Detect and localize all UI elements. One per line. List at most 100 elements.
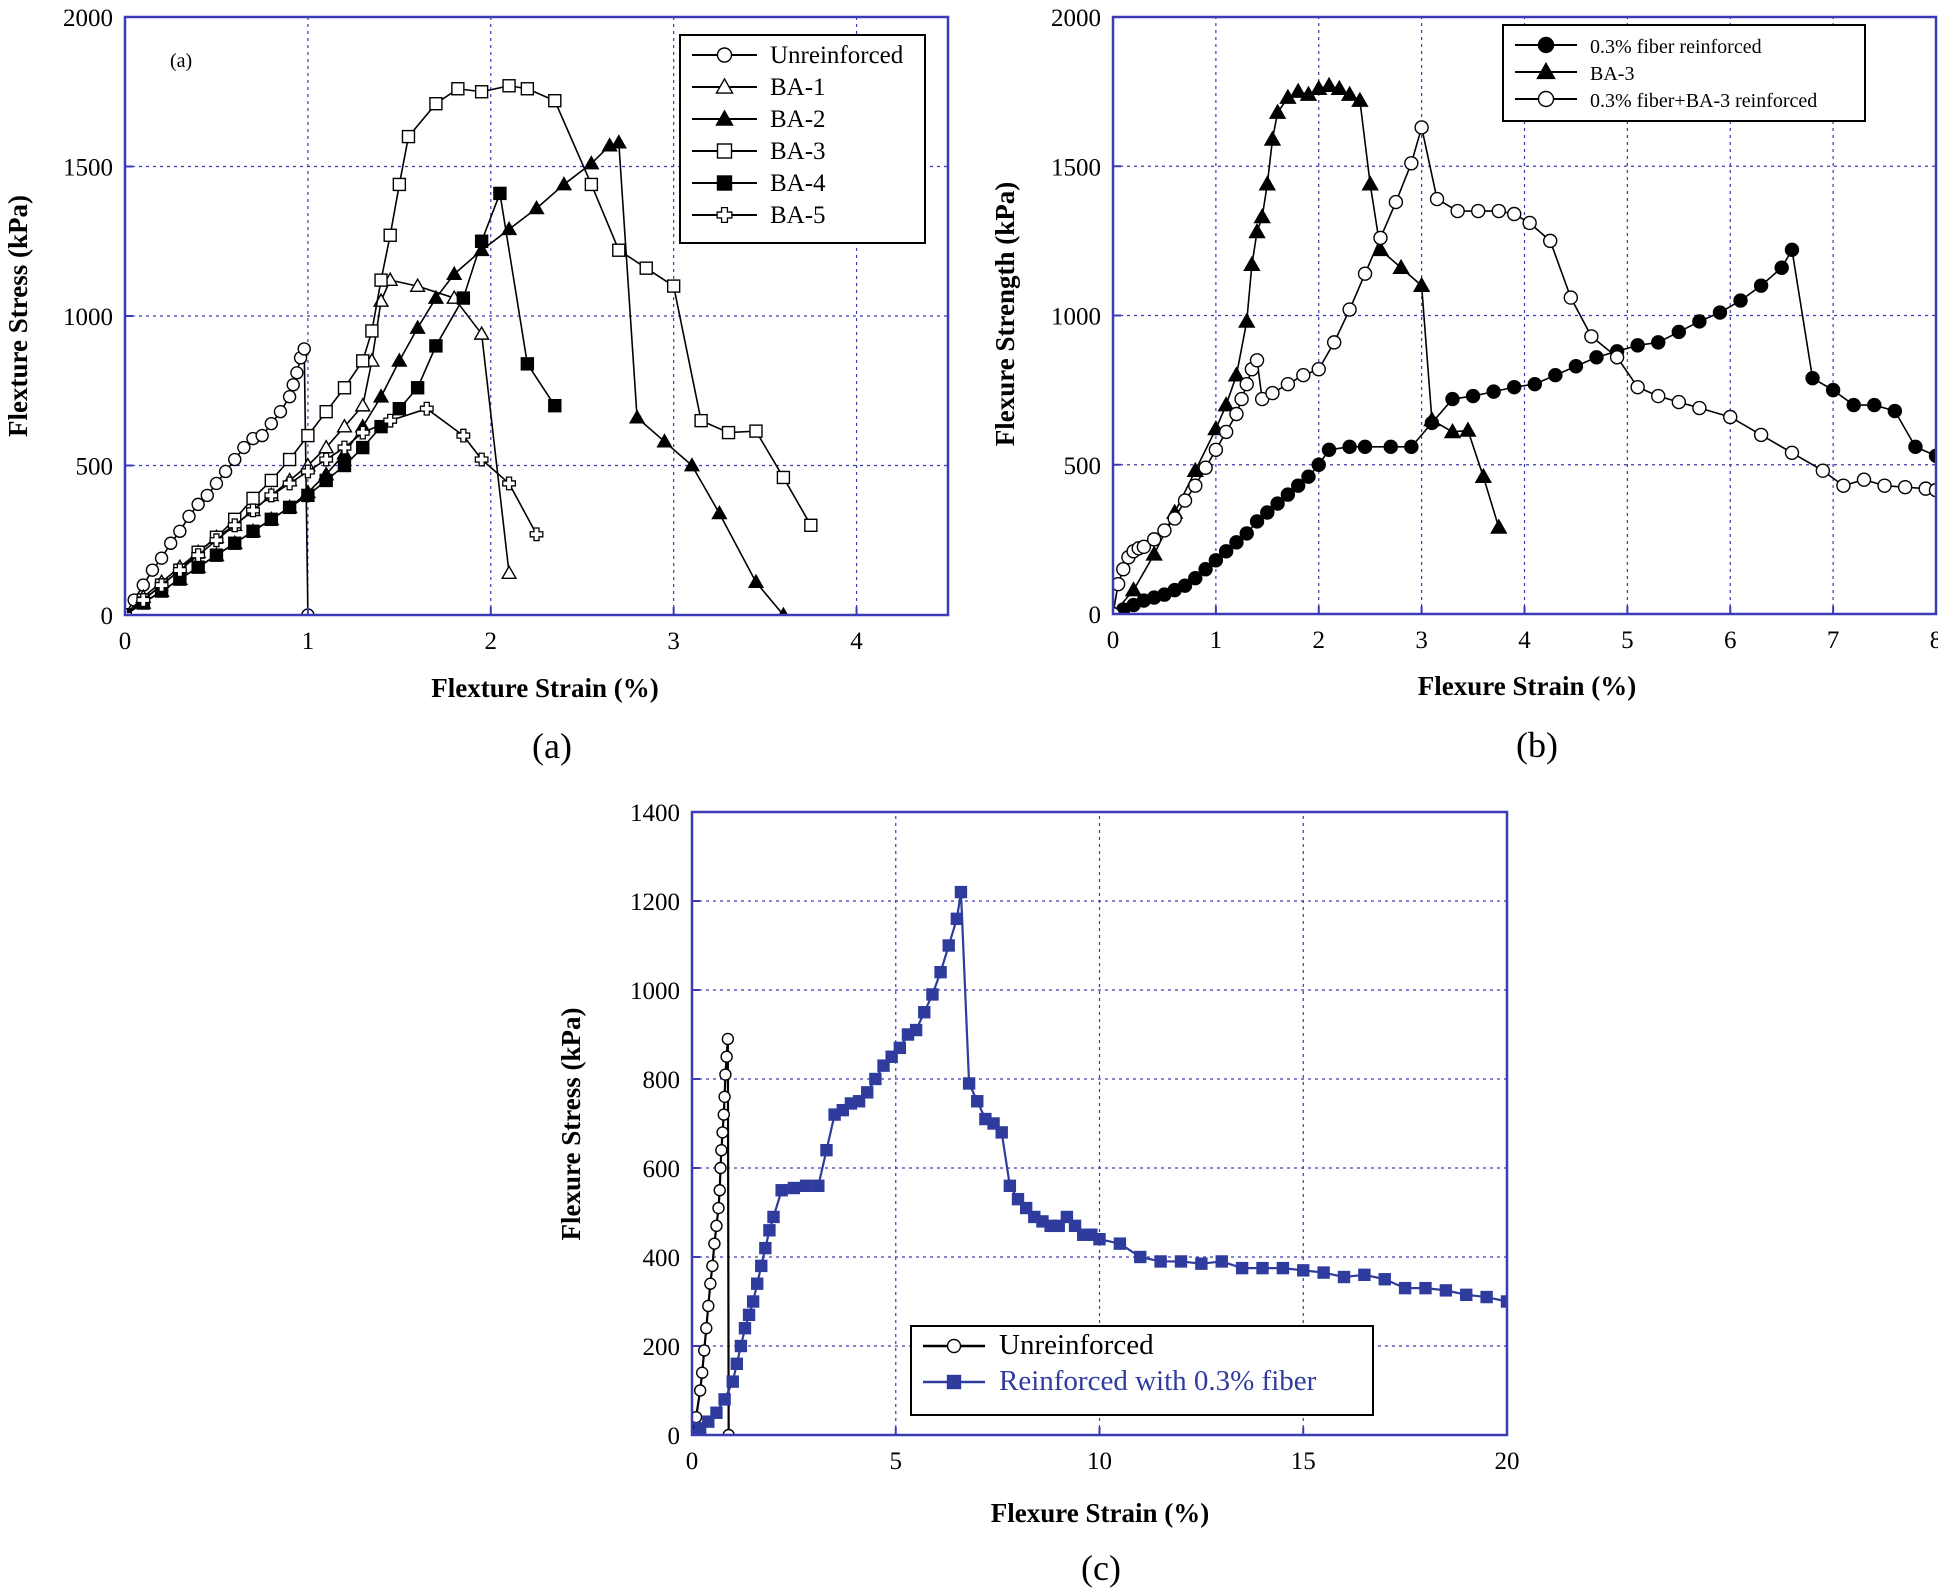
series-b-2-point-21 bbox=[1340, 85, 1359, 101]
series-b-1-point-8 bbox=[1188, 570, 1203, 586]
series-c-2-point-74 bbox=[1500, 1295, 1507, 1308]
y-tick-label: 1000 bbox=[630, 978, 680, 1005]
legend-label: 0.3% fiber reinforced bbox=[1590, 36, 1762, 58]
series-a-1 bbox=[125, 342, 315, 615]
series-b-2-point-6 bbox=[1217, 396, 1235, 412]
x-tick-label: 0 bbox=[686, 1448, 699, 1475]
series-a-2-point-12 bbox=[336, 418, 353, 433]
series-b-1-point-23 bbox=[1357, 439, 1373, 455]
series-b-3-point-36 bbox=[1507, 206, 1522, 222]
series-a-6-point-18 bbox=[502, 476, 517, 491]
series-a-5-point-7 bbox=[246, 524, 260, 538]
series-b-2-point-26 bbox=[1412, 276, 1431, 292]
series-b-1-point-31 bbox=[1527, 376, 1542, 392]
series-a-4-point-15 bbox=[374, 273, 388, 287]
series-a-6-point-2 bbox=[154, 578, 169, 593]
series-a-2-point-20 bbox=[500, 564, 518, 580]
y-tick-label: 200 bbox=[643, 1334, 681, 1361]
series-b-3-point-52 bbox=[1877, 478, 1892, 493]
series-b-1-point-16 bbox=[1270, 496, 1285, 511]
series-a-6 bbox=[125, 401, 544, 615]
series-a-1-point-9 bbox=[200, 488, 215, 503]
series-a-5-point-20 bbox=[493, 186, 507, 201]
series-a-5-point-11 bbox=[319, 473, 333, 488]
series-b-3-point-49 bbox=[1815, 463, 1831, 478]
x-ticks-c: 0 5 10 15 20 bbox=[686, 1427, 1520, 1475]
series-c-2-point-51 bbox=[1068, 1219, 1082, 1233]
series-b-1-point-44 bbox=[1784, 242, 1800, 258]
series-a-4-point-28 bbox=[666, 279, 681, 293]
series-c-2-point-36 bbox=[950, 912, 964, 925]
series-c-2-point-67 bbox=[1358, 1268, 1371, 1282]
series-c-2-point-37 bbox=[954, 885, 968, 899]
series-b-3-point-40 bbox=[1584, 329, 1599, 344]
legend-b: 0.3% fiber reinforced BA-3 0.3% fiber+BA-3… bbox=[1502, 24, 1866, 122]
series-b-1-point-9 bbox=[1198, 562, 1213, 577]
series-c-2-point-18 bbox=[799, 1179, 813, 1193]
legend-marker-b-1-point-0 bbox=[1537, 36, 1555, 54]
series-b-3-point-48 bbox=[1784, 445, 1800, 461]
series-b-1-point-20 bbox=[1311, 457, 1326, 472]
series-b-2-point-20 bbox=[1330, 79, 1349, 95]
series-c-1 bbox=[692, 1032, 735, 1435]
series-c-2-point-66 bbox=[1337, 1270, 1351, 1284]
series-a-4-point-31 bbox=[749, 424, 763, 438]
x-tick-label: 0 bbox=[1107, 627, 1120, 654]
series-a-4-point-20 bbox=[451, 82, 465, 96]
series-b-3-point-19 bbox=[1249, 353, 1265, 368]
legend-entry-b-2: BA-3 bbox=[1515, 61, 1634, 85]
series-c-2-point-24 bbox=[852, 1095, 866, 1108]
series-a-5-point-15 bbox=[392, 401, 407, 416]
series-b-1-point-21 bbox=[1321, 442, 1337, 458]
series-a-4-point-16 bbox=[383, 228, 397, 242]
series-a-4-line bbox=[125, 84, 812, 615]
series-c-2-point-69 bbox=[1398, 1281, 1412, 1295]
y-tick-label: 1000 bbox=[1051, 304, 1101, 331]
series-b-2-line bbox=[1113, 84, 1500, 614]
series-a-5-point-19 bbox=[474, 234, 489, 248]
series-c-2-point-4 bbox=[718, 1393, 731, 1406]
series-c-1-point-19 bbox=[720, 1050, 733, 1063]
series-a-3-point-29 bbox=[711, 505, 728, 520]
y-tick-label: 1400 bbox=[630, 800, 680, 827]
series-a-4-point-12 bbox=[337, 381, 352, 395]
series-a-5-point-6 bbox=[228, 536, 242, 550]
x-tick-label: 10 bbox=[1087, 1448, 1112, 1475]
series-a-1-point-11 bbox=[218, 464, 233, 479]
series-a-6-point-15 bbox=[419, 401, 434, 416]
y-axis-label-a: Flexture Stress (kPa) bbox=[3, 195, 33, 437]
series-b-3-point-32 bbox=[1429, 191, 1445, 207]
series-b-3-point-27 bbox=[1357, 266, 1373, 281]
series-a-6-point-12 bbox=[337, 440, 352, 455]
series-c-2-point-54 bbox=[1093, 1232, 1106, 1246]
series-b-3-point-28 bbox=[1373, 230, 1388, 246]
x-tick-label: 4 bbox=[1518, 627, 1531, 654]
series-a-6-point-9 bbox=[282, 476, 297, 491]
series-c-2-point-13 bbox=[759, 1241, 772, 1255]
series-a-6-point-16 bbox=[456, 428, 471, 443]
series-b-2-point-11 bbox=[1253, 208, 1271, 224]
legend-c: Unreinforced Reinforced with 0.3% fiber bbox=[910, 1325, 1374, 1416]
series-b-2-point-23 bbox=[1361, 175, 1379, 191]
legend-entry-a-1: Unreinforced bbox=[692, 42, 904, 69]
series-b-3-point-39 bbox=[1563, 290, 1578, 305]
series-b-1-point-41 bbox=[1733, 293, 1748, 308]
series-b-1-point-29 bbox=[1486, 384, 1501, 399]
series-b-1-point-30 bbox=[1507, 379, 1522, 395]
series-a-4-point-17 bbox=[392, 177, 407, 192]
series-b-3-point-44 bbox=[1671, 394, 1687, 410]
series-b-1-point-10 bbox=[1208, 553, 1224, 568]
series-c-2-point-41 bbox=[987, 1117, 1000, 1130]
series-a-4-point-7 bbox=[246, 491, 260, 506]
series-b-2-point-14 bbox=[1268, 103, 1287, 119]
series-a-5-point-21 bbox=[520, 357, 535, 371]
series-a-4-point-8 bbox=[264, 473, 279, 488]
series-b-3-point-12 bbox=[1198, 460, 1213, 475]
series-c-1-point-14 bbox=[715, 1143, 728, 1157]
series-b-1-point-13 bbox=[1239, 526, 1254, 541]
series-b-3-point-23 bbox=[1296, 368, 1311, 383]
y-tick-label: 500 bbox=[1064, 453, 1102, 480]
x-axis-label-b: Flexure Strain (%) bbox=[1418, 671, 1636, 701]
legend-entry-a-6: BA-5 bbox=[692, 202, 826, 229]
series-b-2-point-16 bbox=[1289, 82, 1307, 98]
